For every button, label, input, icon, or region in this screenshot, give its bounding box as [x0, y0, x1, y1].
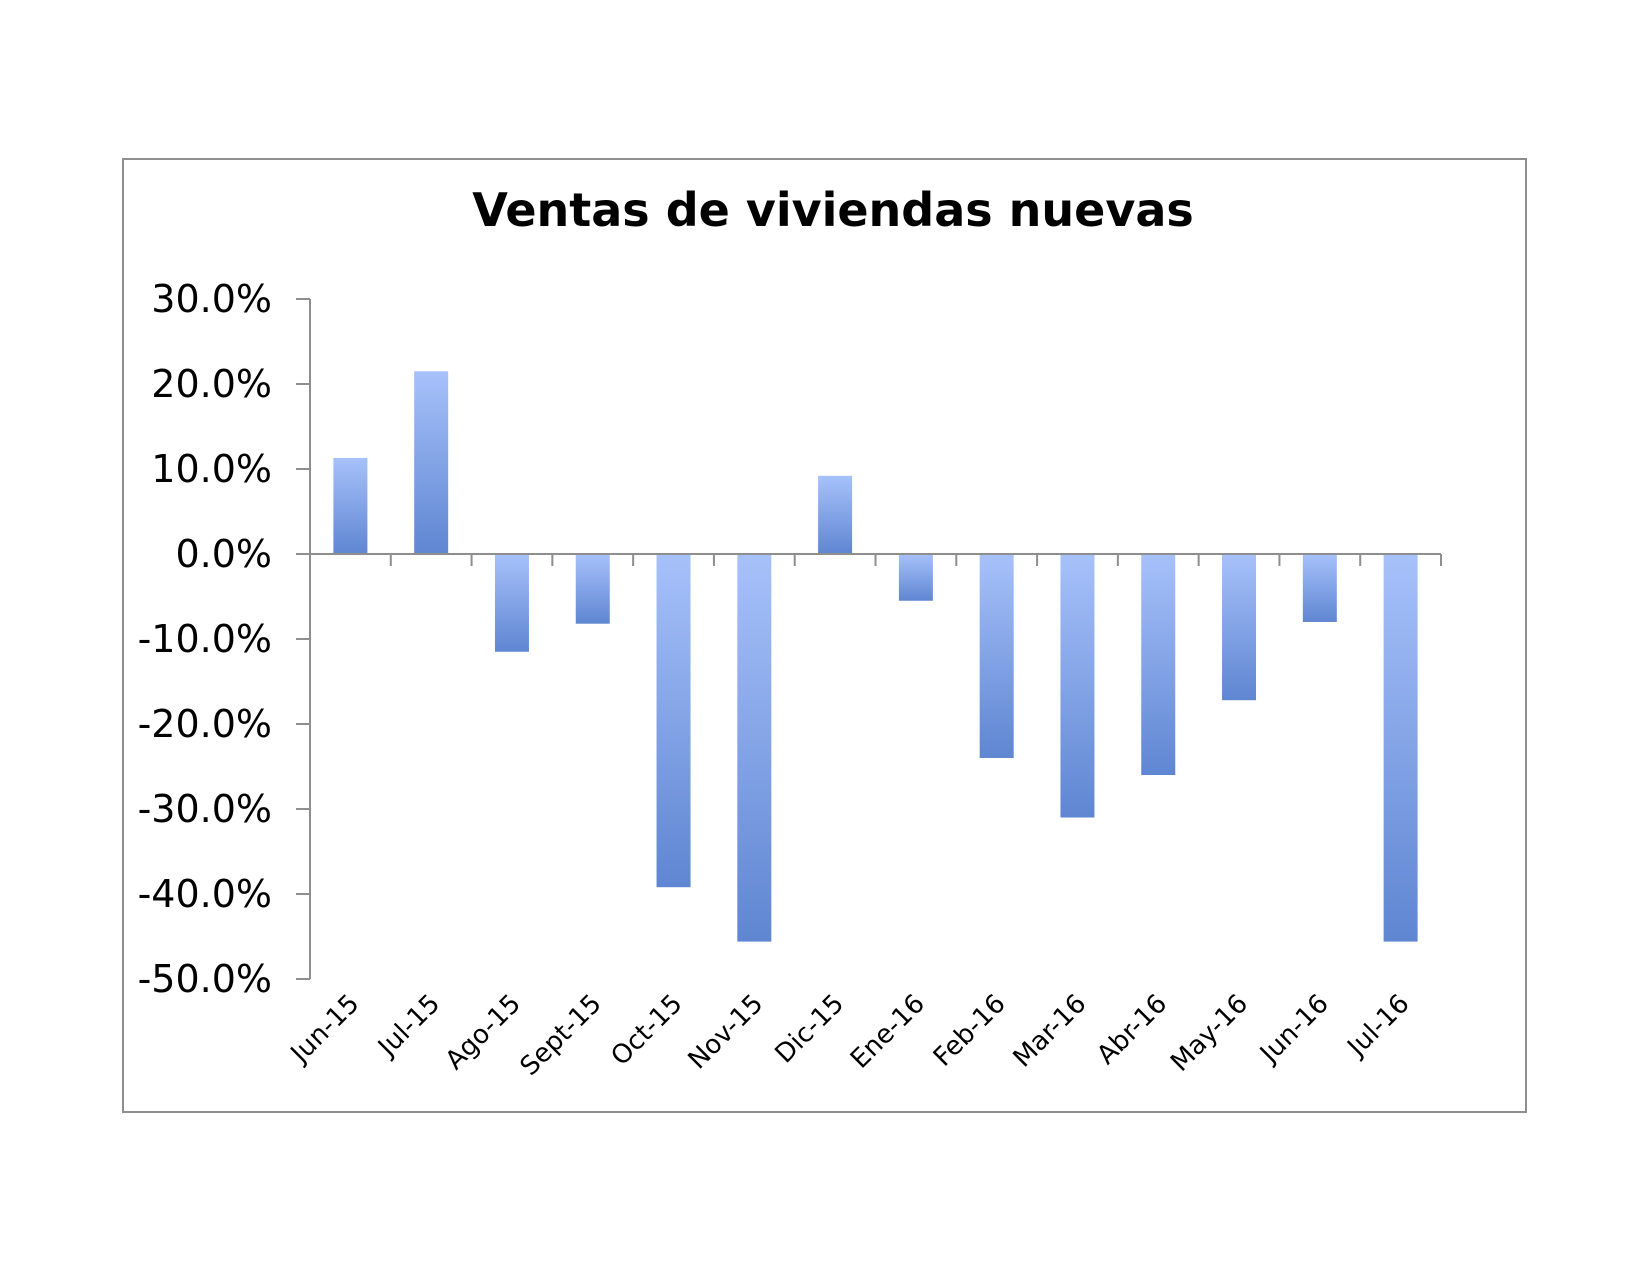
y-axis: 30.0% 20.0% 10.0% 0.0% -10.0% -20.0% -30.0% -40… [138, 277, 311, 1001]
y-tick-label: -10.0% [138, 617, 272, 661]
bar-jun-16 [1302, 554, 1337, 622]
bar-nov-15 [737, 554, 772, 942]
chart-title: Ventas de viviendas nuevas [472, 183, 1194, 237]
chart-frame: Ventas de viviendas nuevas 30.0% 20.0% 10.… [122, 158, 1527, 1113]
x-tick-label: Mar-16 [1008, 989, 1093, 1074]
bars [333, 371, 1418, 942]
x-tick-label: Jul-16 [1341, 989, 1416, 1064]
x-tick-label: Jul-15 [371, 989, 446, 1064]
bar-oct-15 [656, 554, 691, 888]
y-tick-label: -50.0% [138, 957, 272, 1001]
x-tick-label: Ago-15 [440, 989, 527, 1076]
x-tick-label: Oct-15 [605, 989, 688, 1072]
y-tick-label: -30.0% [138, 787, 272, 831]
bar-ago-15 [494, 554, 529, 652]
x-tick-label: Nov-15 [683, 989, 770, 1076]
bar-abr-16 [1141, 554, 1176, 775]
x-tick-label: Ene-16 [845, 989, 931, 1075]
x-tick-label: Abr-16 [1091, 989, 1173, 1071]
y-tick-label: 30.0% [151, 277, 272, 321]
bar-chart: Ventas de viviendas nuevas 30.0% 20.0% 10.… [138, 183, 1442, 1082]
bar-mar-16 [1060, 554, 1095, 818]
y-tick-label: 0.0% [175, 532, 272, 576]
bar-dic-15 [818, 475, 853, 554]
x-tick-label: Jun-15 [284, 989, 365, 1070]
bar-jul-15 [414, 371, 449, 554]
y-tick-label: 20.0% [151, 362, 272, 406]
y-tick-label: -40.0% [138, 872, 272, 916]
bar-sept-15 [575, 554, 610, 624]
x-tick-label: Feb-16 [928, 989, 1012, 1073]
x-tick-label: Jun-16 [1253, 989, 1334, 1070]
bar-feb-16 [979, 554, 1014, 758]
x-tick-label: May-16 [1165, 989, 1254, 1078]
bar-may-16 [1222, 554, 1257, 701]
x-tick-label: Sept-15 [515, 989, 608, 1082]
bar-jun-15 [333, 457, 368, 554]
x-tick-label: Dic-15 [769, 989, 850, 1070]
bar-jul-16 [1383, 554, 1418, 942]
y-tick-label: -20.0% [138, 702, 272, 746]
y-tick-label: 10.0% [151, 447, 272, 491]
bar-ene-16 [898, 554, 933, 601]
